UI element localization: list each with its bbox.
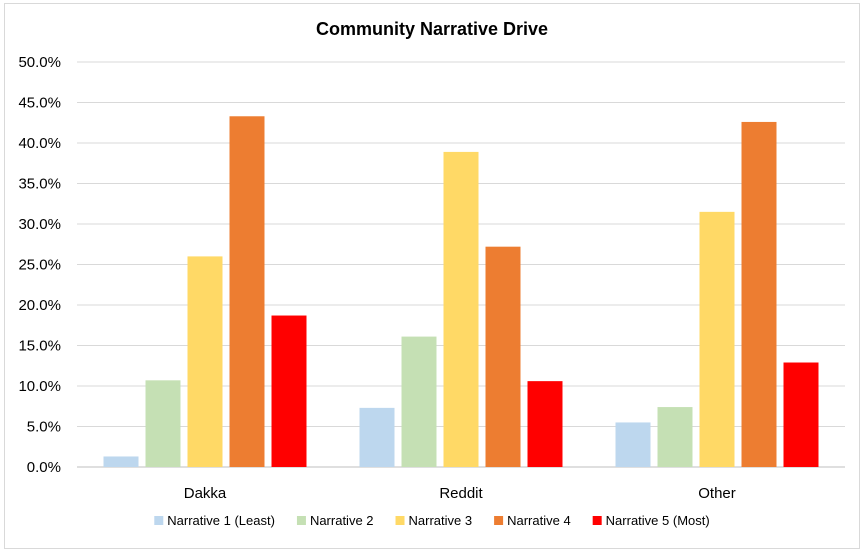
x-category-label: Dakka bbox=[184, 485, 227, 502]
y-tick-label: 20.0% bbox=[18, 297, 61, 314]
y-tick-label: 15.0% bbox=[18, 338, 61, 355]
legend-swatch bbox=[296, 516, 306, 525]
bar-other-series-5 bbox=[783, 362, 819, 467]
y-tick-label: 25.0% bbox=[18, 257, 61, 274]
bar-dakka-series-5 bbox=[271, 315, 307, 467]
y-tick-label: 30.0% bbox=[18, 216, 61, 233]
bar-other-series-1 bbox=[615, 422, 651, 467]
bar-dakka-series-2 bbox=[145, 380, 181, 467]
legend: Narrative 1 (Least) Narrative 2 Narrative … bbox=[154, 513, 710, 528]
legend-label: Narrative 2 bbox=[310, 513, 374, 528]
bar-reddit-series-5 bbox=[527, 381, 563, 467]
x-category-label: Reddit bbox=[439, 485, 483, 502]
y-tick-label: 0.0% bbox=[27, 459, 61, 476]
y-tick-label: 5.0% bbox=[27, 419, 61, 436]
bar-dakka-series-3 bbox=[187, 256, 223, 467]
legend-label: Narrative 3 bbox=[409, 513, 473, 528]
legend-label: Narrative 5 (Most) bbox=[606, 513, 710, 528]
legend-swatch bbox=[154, 516, 164, 525]
bar-reddit-series-1 bbox=[359, 407, 395, 467]
chart-title: Community Narrative Drive bbox=[316, 19, 548, 39]
x-category-label: Other bbox=[698, 485, 736, 502]
bar-other-series-2 bbox=[657, 407, 693, 467]
bars bbox=[103, 116, 819, 468]
legend-label: Narrative 4 bbox=[507, 513, 571, 528]
y-tick-label: 40.0% bbox=[18, 135, 61, 152]
y-axis: 0.0% 5.0% 10.0% 15.0% 20.0% 25.0% 30.0% 35.0% 40… bbox=[18, 54, 61, 476]
legend-swatch bbox=[592, 516, 602, 525]
y-tick-label: 50.0% bbox=[18, 54, 61, 71]
bar-dakka-series-1 bbox=[103, 456, 139, 467]
y-tick-label: 10.0% bbox=[18, 378, 61, 395]
y-tick-label: 35.0% bbox=[18, 176, 61, 193]
bar-reddit-series-3 bbox=[443, 151, 479, 467]
x-axis: Dakka Reddit Other bbox=[184, 485, 736, 502]
y-tick-label: 45.0% bbox=[18, 95, 61, 112]
legend-label: Narrative 1 (Least) bbox=[167, 513, 275, 528]
bar-reddit-series-4 bbox=[485, 246, 521, 467]
bar-other-series-3 bbox=[699, 211, 735, 467]
bar-other-series-4 bbox=[741, 121, 777, 467]
legend-swatch bbox=[494, 516, 504, 525]
bar-reddit-series-2 bbox=[401, 336, 437, 467]
bar-dakka-series-4 bbox=[229, 116, 265, 468]
legend-swatch bbox=[395, 516, 405, 525]
